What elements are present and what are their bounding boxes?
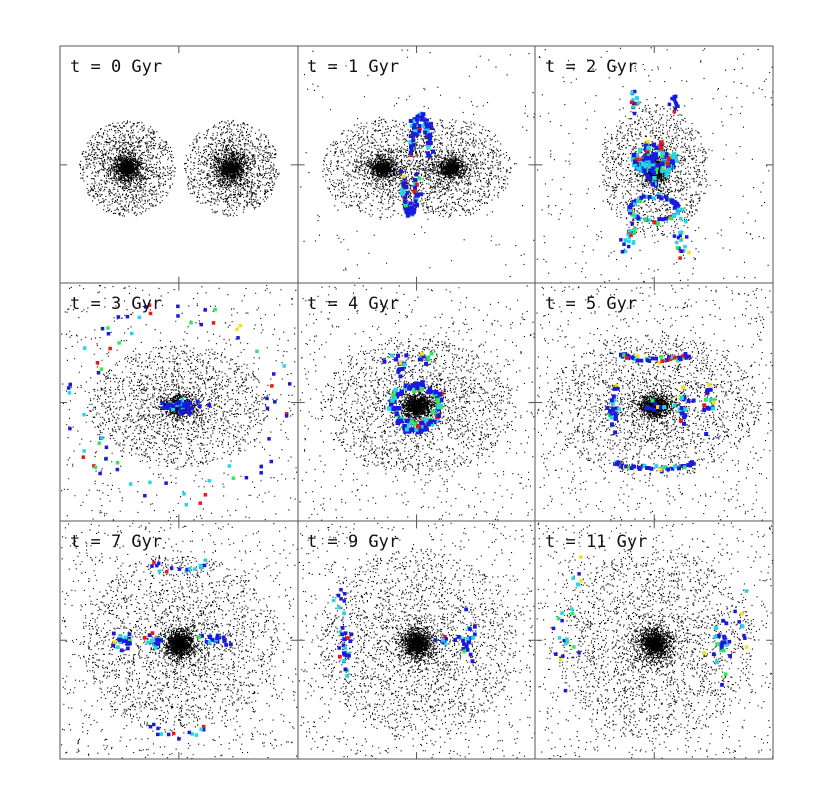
tracer-particles-p4 <box>382 351 444 435</box>
frame-layer <box>59 45 774 760</box>
panel-p7 <box>298 522 536 760</box>
star-particles-p7 <box>298 522 536 760</box>
panel-label-4: t = 4 Gyr <box>307 294 399 314</box>
tracer-particles-p1 <box>399 111 436 218</box>
panel-label-0: t = 0 Gyr <box>70 57 162 77</box>
panel-p8 <box>536 522 774 760</box>
tracer-particles-p5 <box>605 351 716 474</box>
panel-p6 <box>61 522 298 759</box>
tracer-particles-p7 <box>331 587 477 678</box>
panels-layer <box>61 47 774 760</box>
panel-label-8: t = 11 Gyr <box>545 532 647 552</box>
panel-label-6: t = 7 Gyr <box>70 532 162 552</box>
tick-marks <box>60 46 774 760</box>
tracer-particles-p6 <box>111 558 233 741</box>
tracer-particles-p2 <box>619 89 691 260</box>
tracer-particles-p3 <box>66 303 292 507</box>
panel-label-1: t = 1 Gyr <box>307 57 399 77</box>
star-particles-p0 <box>79 119 280 217</box>
star-particles-p4 <box>299 284 535 521</box>
panel-p5 <box>536 285 774 521</box>
tracer-particles-p8 <box>551 555 749 693</box>
star-particles-p8 <box>536 522 774 760</box>
star-particles-p6 <box>61 522 298 759</box>
label-layer: t = 0 Gyr t = 1 Gyr t = 2 Gyr t = 3 Gyr … <box>70 57 647 552</box>
panel-p3 <box>61 284 298 522</box>
panel-label-5: t = 5 Gyr <box>545 294 637 314</box>
panel-p2 <box>536 47 774 284</box>
panel-label-7: t = 9 Gyr <box>307 532 399 552</box>
panel-p0 <box>79 119 280 217</box>
star-particles-p1 <box>300 49 535 279</box>
panel-label-3: t = 3 Gyr <box>70 294 162 314</box>
panel-p1 <box>300 49 535 279</box>
panel-p4 <box>299 284 535 521</box>
panel-label-2: t = 2 Gyr <box>545 57 637 77</box>
